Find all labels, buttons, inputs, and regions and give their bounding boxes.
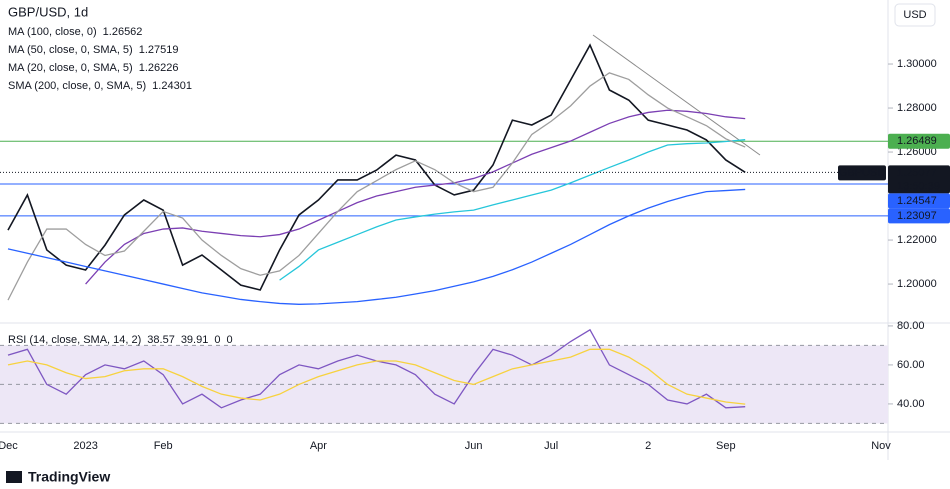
y-tick-label: 1.26000 [897, 146, 937, 158]
symbol-title: GBP/USD, 1d [8, 4, 88, 19]
price-tag [888, 133, 950, 149]
trend-line [592, 34, 761, 156]
legend-value: 0 [226, 334, 232, 346]
series-line [7, 188, 746, 305]
x-tick-label: 2 [645, 440, 651, 452]
y-tick-label: 80.00 [897, 320, 925, 332]
legend-name: RSI (14, close, SMA, 14, 2) [8, 334, 141, 346]
legend-name: MA (50, close, 0, SMA, 5) [8, 44, 133, 56]
y-tick-label: 1.22000 [897, 234, 937, 246]
price-tag [888, 208, 950, 224]
series-line [7, 43, 746, 291]
symbol-tag-label: GBPUSD [839, 167, 886, 179]
series-line [7, 348, 746, 405]
price-tag [888, 165, 950, 194]
symbol-tag [838, 165, 886, 181]
price-tag-label: 1.24547 [897, 195, 937, 207]
legend-value: 0 [214, 334, 220, 346]
currency-button[interactable] [894, 3, 936, 27]
legend-value: 1.27519 [139, 44, 179, 56]
y-tick-label: 1.28000 [897, 102, 937, 114]
legend-name: MA (100, close, 0) [8, 26, 97, 38]
legend-value: 38.57 [147, 334, 175, 346]
price-tag-label: 1.25077 [897, 167, 937, 179]
x-tick-label: 2023 [73, 440, 97, 452]
x-tick-label: Feb [154, 440, 173, 452]
legend-value: 1.26226 [139, 62, 179, 74]
x-tick-label: Nov [871, 440, 891, 452]
legend-name: MA (20, close, 0, SMA, 5) [8, 62, 133, 74]
tradingview-logo: TradingView [6, 469, 110, 485]
y-tick-label: 1.30000 [897, 58, 937, 70]
brand: TradingView [28, 469, 110, 485]
series-line [85, 109, 746, 285]
price-tag-time: 13:50:39 [897, 180, 940, 192]
price-tag-label: 1.23097 [897, 210, 937, 222]
legend-value: 1.24301 [152, 80, 192, 92]
legend-value: 1.26562 [103, 26, 143, 38]
currency[interactable]: USD [903, 9, 926, 21]
x-tick-label: Jul [544, 440, 558, 452]
price-tag [888, 193, 950, 209]
x-tick-label: Dec [0, 440, 18, 452]
legend-value: 39.91 [181, 334, 209, 346]
y-tick-label: 1.20000 [897, 278, 937, 290]
x-tick-label: Apr [310, 440, 327, 452]
legend-name: SMA (200, close, 0, SMA, 5) [8, 80, 146, 92]
logo-mark [6, 471, 22, 483]
y-tick-label: 60.00 [897, 359, 925, 371]
y-tick-label: 40.00 [897, 398, 925, 410]
series-line [279, 139, 746, 281]
x-tick-label: Sep [716, 440, 736, 452]
x-tick-label: Jun [465, 440, 483, 452]
price-tag-label: 1.26489 [897, 135, 937, 147]
series-line [7, 72, 746, 301]
